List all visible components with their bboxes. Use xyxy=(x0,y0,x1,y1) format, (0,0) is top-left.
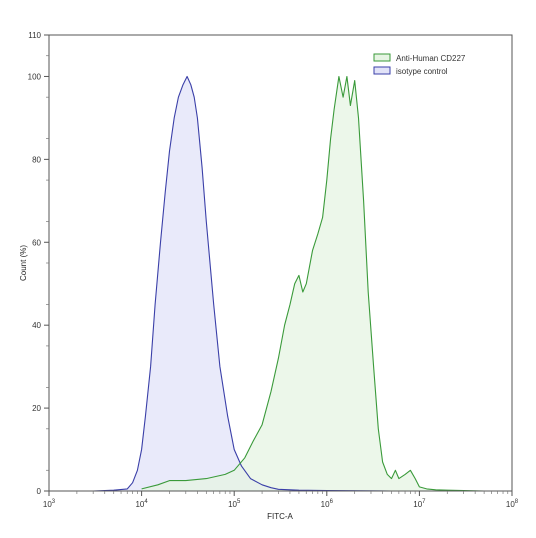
series-lines xyxy=(93,75,485,492)
x-tick-label: 103 xyxy=(43,499,56,509)
area-fill-anti-human-cd227 xyxy=(141,76,485,491)
y-tick-label: 60 xyxy=(32,238,41,247)
area-fill-isotype-control xyxy=(93,76,392,491)
y-tick-label: 100 xyxy=(28,72,42,81)
x-tick-label: 104 xyxy=(135,499,148,509)
y-tick-label: 0 xyxy=(37,487,42,496)
legend-label-cd227: Anti-Human CD227 xyxy=(396,54,466,63)
legend-swatch-cd227 xyxy=(373,53,391,62)
y-tick-label: 20 xyxy=(32,404,41,413)
legend-swatch-isotype xyxy=(373,66,391,75)
y-tick-label: 80 xyxy=(32,155,41,164)
legend-label-isotype: isotype control xyxy=(396,67,448,76)
axis-tick-labels: 103 104 105 106 107 108 0 20 40 60 80 100 110 xyxy=(28,31,519,509)
series-line-isotype-control xyxy=(93,75,392,492)
axis-ticks xyxy=(44,34,513,496)
x-tick-label: 107 xyxy=(413,499,426,509)
series-line-anti-human-cd227 xyxy=(141,75,485,492)
y-tick-label: 110 xyxy=(28,31,41,40)
series-fills xyxy=(93,76,485,491)
x-tick-label: 106 xyxy=(321,499,334,509)
x-tick-label: 105 xyxy=(228,499,241,509)
y-axis-title: Count (%) xyxy=(19,245,28,281)
x-axis-title: FITC-A xyxy=(267,512,293,521)
legend: Anti-Human CD227 isotype control xyxy=(373,53,466,76)
x-tick-label: 108 xyxy=(506,499,519,509)
y-tick-label: 40 xyxy=(32,321,41,330)
